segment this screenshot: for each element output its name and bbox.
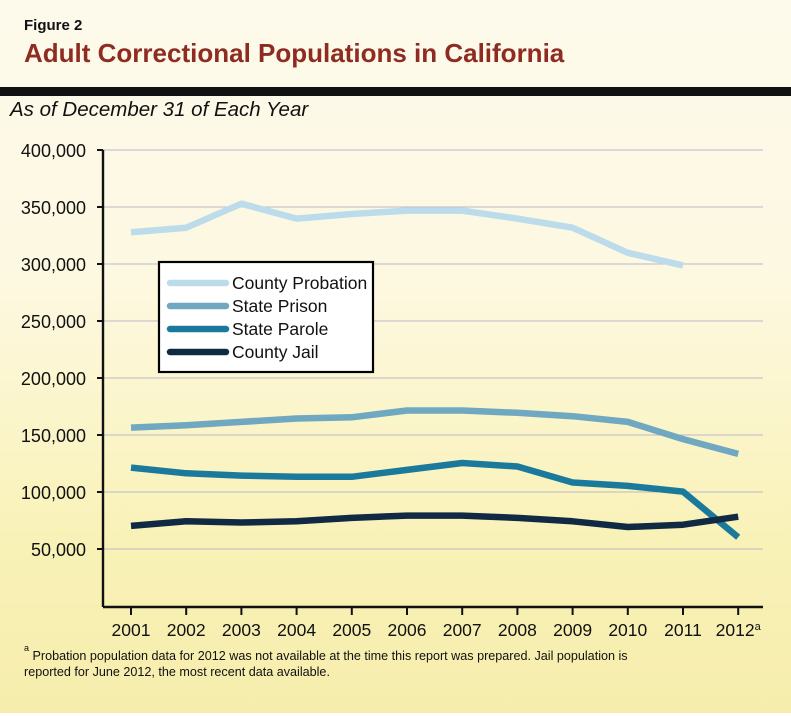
svg-text:County Jail: County Jail	[232, 342, 319, 362]
svg-text:100,000: 100,000	[21, 483, 86, 503]
svg-text:2012a: 2012a	[716, 620, 762, 640]
svg-text:2001: 2001	[112, 620, 151, 640]
svg-text:300,000: 300,000	[21, 255, 86, 275]
svg-text:2009: 2009	[553, 620, 592, 640]
svg-text:200,000: 200,000	[21, 369, 86, 389]
svg-text:2004: 2004	[277, 620, 316, 640]
svg-text:250,000: 250,000	[21, 312, 86, 332]
svg-text:350,000: 350,000	[21, 198, 86, 218]
svg-text:2006: 2006	[388, 620, 427, 640]
svg-text:2005: 2005	[332, 620, 371, 640]
svg-text:State Prison: State Prison	[232, 296, 327, 316]
svg-text:2010: 2010	[608, 620, 647, 640]
svg-text:2008: 2008	[498, 620, 537, 640]
svg-text:2011: 2011	[664, 620, 702, 640]
svg-text:State Parole: State Parole	[232, 319, 328, 339]
svg-text:400,000: 400,000	[21, 141, 86, 161]
svg-text:2007: 2007	[443, 620, 482, 640]
svg-text:2003: 2003	[222, 620, 261, 640]
svg-text:2002: 2002	[167, 620, 206, 640]
svg-text:County Probation: County Probation	[232, 273, 367, 293]
svg-text:150,000: 150,000	[21, 426, 86, 446]
svg-text:50,000: 50,000	[31, 540, 86, 560]
